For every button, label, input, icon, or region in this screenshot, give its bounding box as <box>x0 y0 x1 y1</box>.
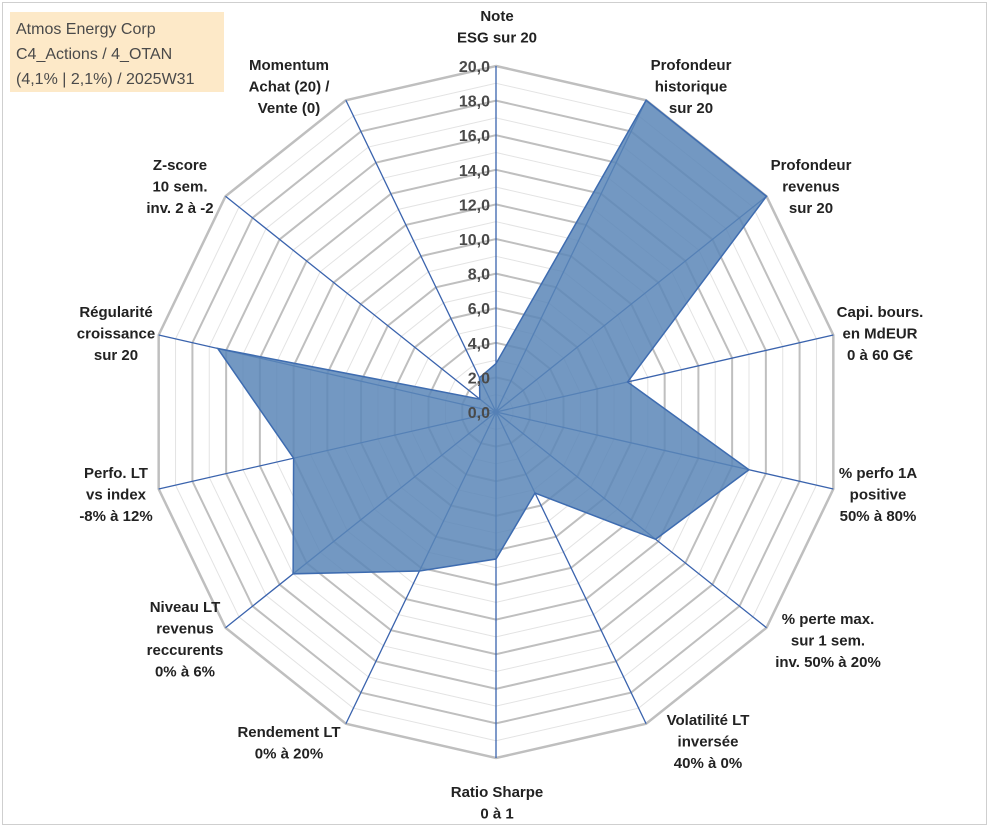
axis-label-line: Niveau LT <box>150 599 221 616</box>
axis-label-line: croissance <box>77 326 155 343</box>
axis-label: Rendement LT 0% à 20% <box>237 724 340 763</box>
portfolio-name: C4_Actions / 4_OTAN <box>16 46 173 63</box>
axis-label-line: sur 20 <box>789 200 833 217</box>
axis-label-line: sur 20 <box>94 347 138 364</box>
axis-label-line: Note <box>480 8 513 25</box>
tick-label: 10,0 <box>459 232 490 249</box>
axis-label: Volatilité LT inversée 40% à 0% <box>667 712 750 772</box>
axis-label: Profondeur revenus sur 20 <box>771 157 852 217</box>
tick-label: 20,0 <box>459 59 490 76</box>
axis-label-line: Achat (20) / <box>249 79 331 96</box>
axis-label-line: positive <box>850 487 907 504</box>
axis-label: Capi. bours. en MdEUR 0 à 60 G€ <box>837 304 924 364</box>
axis-spoke <box>225 195 497 413</box>
axis-label: % perfo 1A positive 50% à 80% <box>839 465 918 525</box>
axis-label: Z-score 10 sem. inv. 2 à -2 <box>146 157 213 217</box>
axis-label-line: en MdEUR <box>843 326 918 343</box>
axis-spoke <box>345 99 497 413</box>
axis-label-line: historique <box>655 79 728 96</box>
tick-label: 18,0 <box>459 94 490 111</box>
axis-label-line: 0 à 1 <box>480 806 513 823</box>
axis-label-line: 50% à 80% <box>840 508 917 525</box>
tick-label: 16,0 <box>459 128 490 145</box>
axis-label-line: 10 sem. <box>152 179 207 196</box>
axis-label-line: 40% à 0% <box>674 755 742 772</box>
axis-label-line: reccurents <box>147 642 224 659</box>
axis-label-line: 0% à 20% <box>255 746 323 763</box>
axis-label-line: sur 20 <box>669 100 713 117</box>
axis-label: Régularité croissance sur 20 <box>77 304 155 364</box>
axis-label-line: Capi. bours. <box>837 304 924 321</box>
axis-label-line: 0% à 6% <box>155 664 215 681</box>
tick-label: 6,0 <box>468 301 490 318</box>
axis-label: % perte max. sur 1 sem. inv. 50% à 20% <box>775 611 881 671</box>
axis-label: Note ESG sur 20 <box>457 8 537 47</box>
axis-label-line: inversée <box>678 734 739 751</box>
axis-label-line: revenus <box>782 179 840 196</box>
tick-label: 2,0 <box>468 370 490 387</box>
axis-label-line: Momentum <box>249 57 329 74</box>
info-box: Atmos Energy Corp C4_Actions / 4_OTAN (4… <box>10 12 224 92</box>
tick-label: 14,0 <box>459 163 490 180</box>
axis-label-line: Z-score <box>153 157 207 174</box>
tick-label: 0,0 <box>468 405 490 422</box>
axis-label-line: vs index <box>86 487 147 504</box>
axis-label-line: revenus <box>156 621 214 638</box>
axis-label-line: Vente (0) <box>258 100 321 117</box>
axis-label-line: 0 à 60 G€ <box>847 347 914 364</box>
axis-label-line: Régularité <box>79 304 152 321</box>
weights-week: (4,1% | 2,1%) / 2025W31 <box>16 71 195 88</box>
axis-label: Profondeur historique sur 20 <box>651 57 732 117</box>
axis-label-line: inv. 50% à 20% <box>775 654 881 671</box>
axis-label-line: % perte max. <box>782 611 875 628</box>
axis-label-line: -8% à 12% <box>79 508 152 525</box>
axis-label-line: ESG sur 20 <box>457 30 537 47</box>
axis-label: Ratio Sharpe 0 à 1 <box>451 784 544 823</box>
axis-label-line: Perfo. LT <box>84 465 148 482</box>
tick-label: 8,0 <box>468 267 490 284</box>
axis-label-line: Ratio Sharpe <box>451 784 544 801</box>
axis-label-line: sur 1 sem. <box>791 633 865 650</box>
company-name: Atmos Energy Corp <box>16 21 156 38</box>
axis-label-line: Rendement LT <box>237 724 340 741</box>
axis-label-line: Volatilité LT <box>667 712 750 729</box>
axis-label-line: Profondeur <box>651 57 732 74</box>
axis-label-line: inv. 2 à -2 <box>146 200 213 217</box>
axis-label: Perfo. LT vs index -8% à 12% <box>79 465 152 525</box>
tick-label: 12,0 <box>459 197 490 214</box>
tick-label: 4,0 <box>468 336 490 353</box>
axis-label-line: % perfo 1A <box>839 465 918 482</box>
axis-label: Momentum Achat (20) / Vente (0) <box>249 57 331 117</box>
axis-label: Niveau LT revenus reccurents 0% à 6% <box>147 599 224 681</box>
axis-label-line: Profondeur <box>771 157 852 174</box>
